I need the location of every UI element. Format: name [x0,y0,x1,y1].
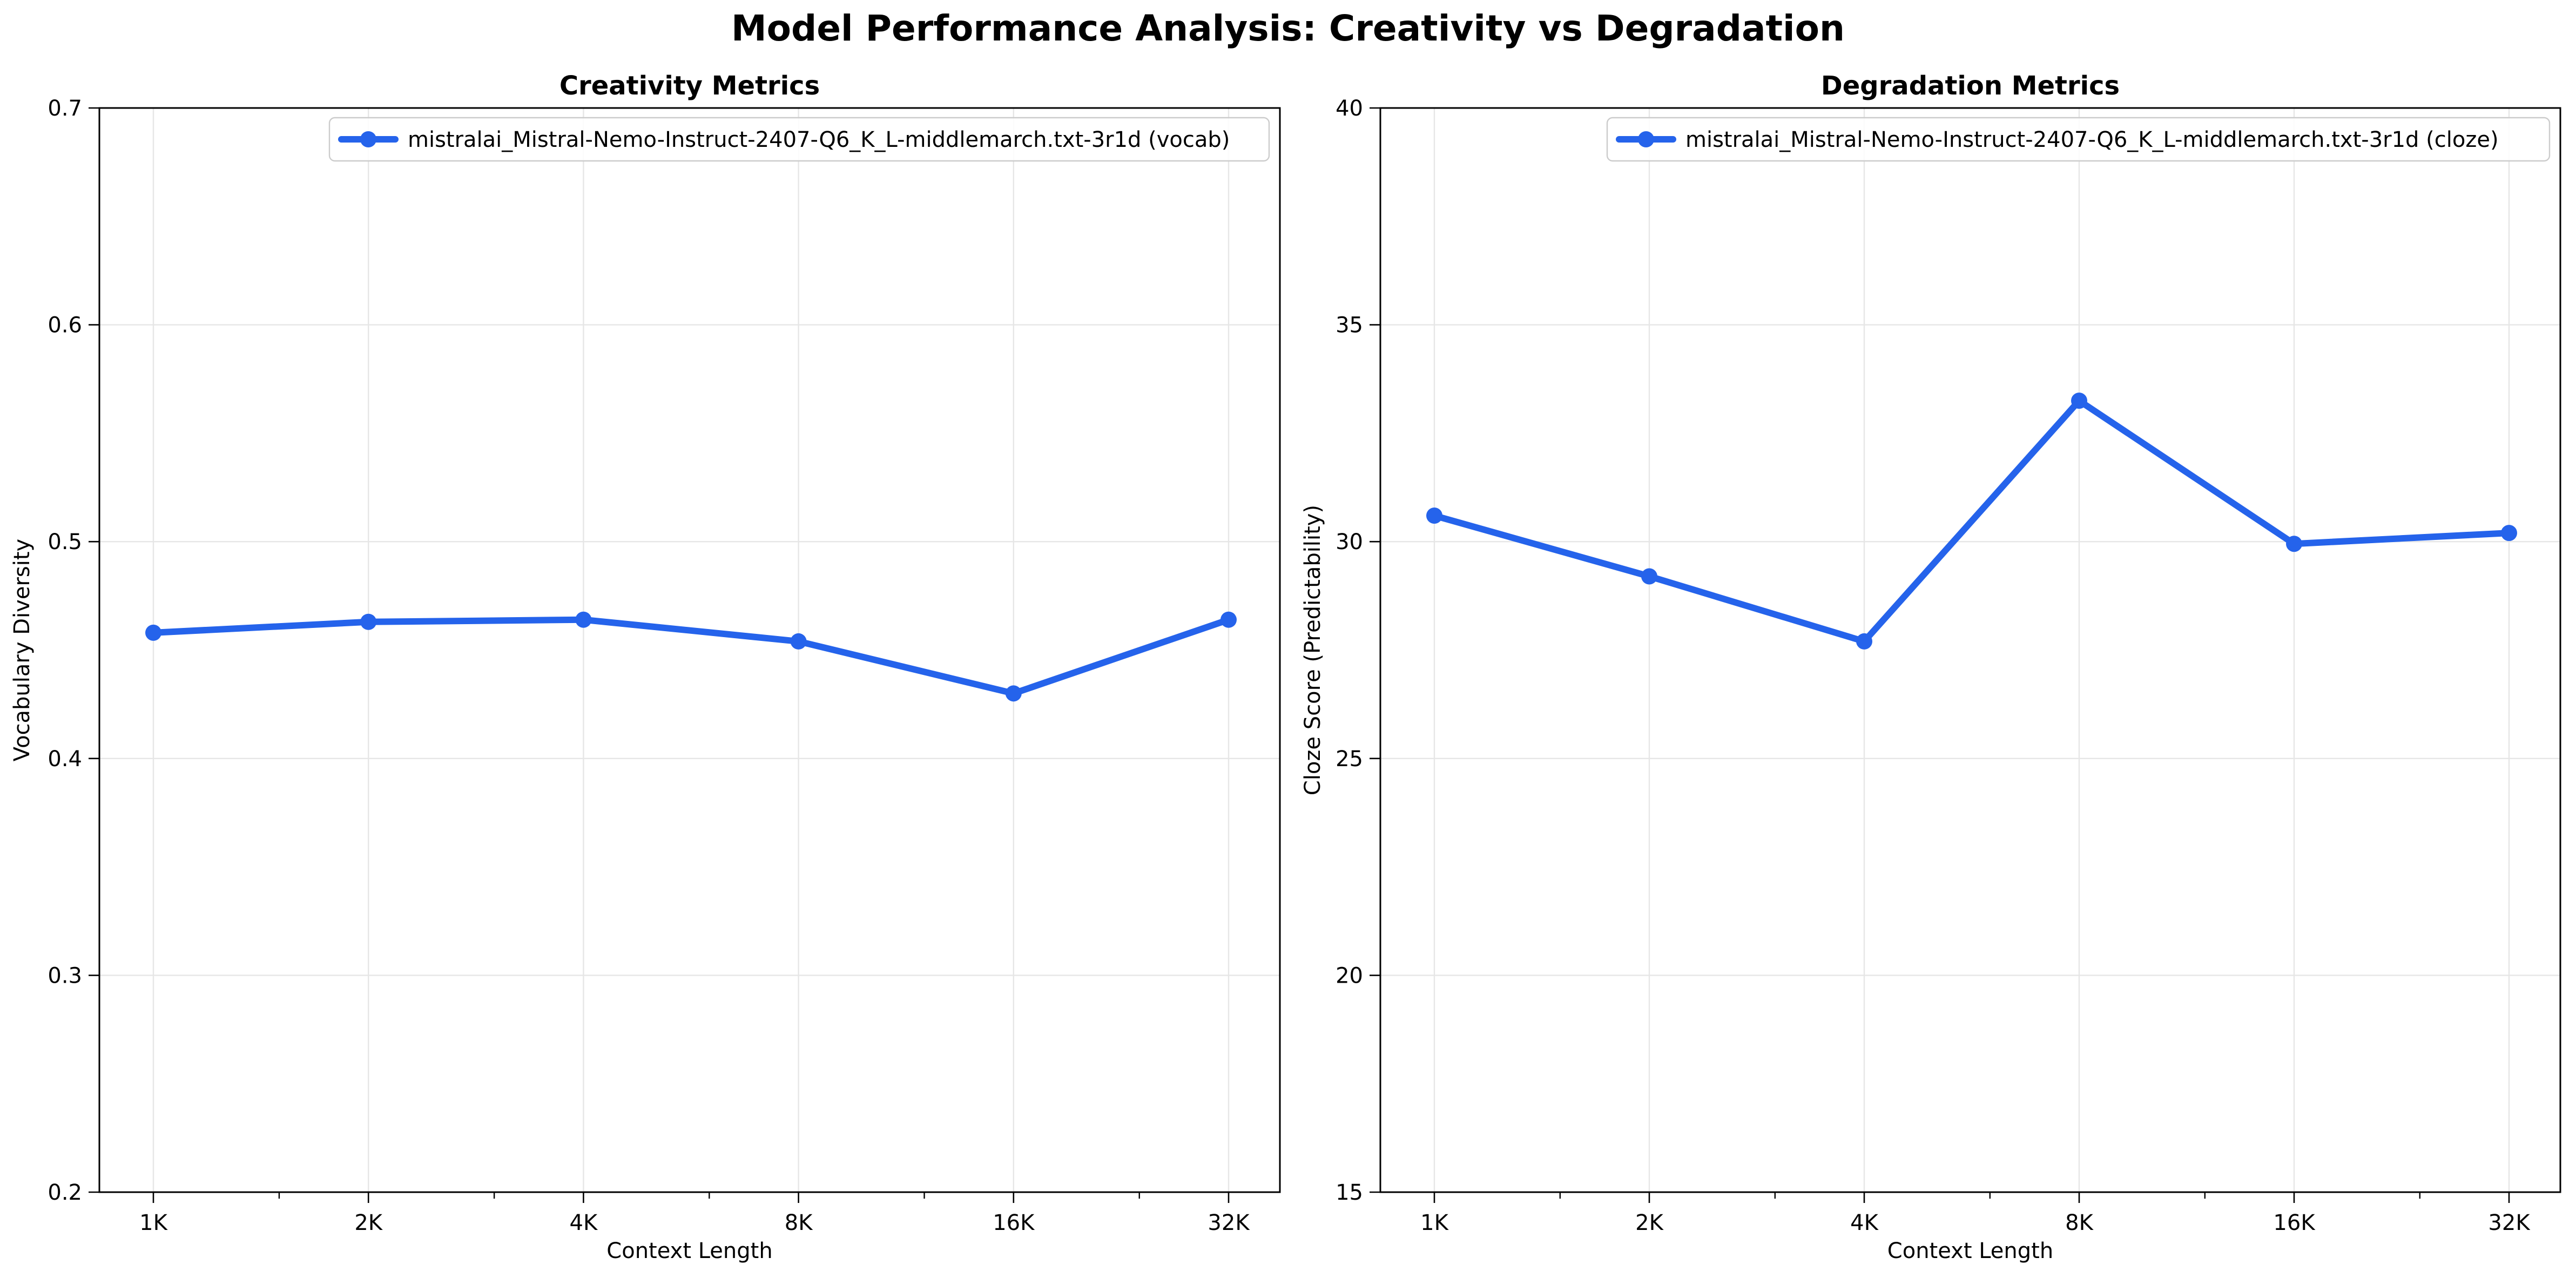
x-tick-label: 4K [570,1211,598,1235]
y-tick-label: 0.7 [48,96,82,121]
x-tick-label: 4K [1850,1211,1879,1235]
data-point [2286,536,2302,552]
x-tick-label: 2K [1635,1211,1664,1235]
data-point [790,633,807,650]
data-point [1220,611,1237,628]
x-tick-label: 8K [2065,1211,2094,1235]
x-tick-label: 32K [1208,1211,1250,1235]
y-axis-label: Vocabulary Diversity [10,539,35,761]
y-tick-label: 20 [1336,963,1363,988]
x-tick-label: 32K [2488,1211,2531,1235]
y-tick-label: 25 [1336,747,1363,772]
y-axis-label: Cloze Score (Predictability) [1300,505,1325,795]
series-line [1431,397,2512,645]
x-axis-label: Context Length [1887,1239,2053,1263]
data-point [1005,685,1022,702]
data-point [145,624,161,641]
degradation-chart: 1K 2K 4K 8K 16K 32K 15 20 25 30 35 40 Degradation Me… [1300,71,2561,1263]
x-tick-label: 1K [1420,1211,1449,1235]
legend-box [1606,117,2551,162]
y-tick-label: 0.6 [48,313,82,338]
data-point [1856,633,1872,650]
x-tick-label: 1K [139,1211,168,1235]
legend-marker [1638,131,1654,147]
creativity-chart: 1K 2K 4K 8K 16K 32K 0.2 0.3 0.4 0.5 0.6 0.7 Creativi… [10,71,1281,1263]
y-tick-label: 30 [1336,530,1363,555]
series-line [150,616,1232,697]
x-tick-label: 16K [993,1211,1035,1235]
chart-title: Degradation Metrics [1821,71,2120,101]
plot-frame [98,107,1281,1193]
data-point [360,613,377,630]
plot-frame [1379,107,2561,1193]
legend-label: mistralai_Mistral-Nemo-Instruct-2407-Q6_… [1685,127,2499,152]
y-tick-label: 0.4 [48,747,82,772]
figure-title: Model Performance Analysis: Creativity v… [731,8,1845,49]
legend-label: mistralai_Mistral-Nemo-Instruct-2407-Q6_… [408,127,1230,152]
y-tick-label: 40 [1336,96,1363,121]
data-point [2501,525,2517,542]
y-tick-label: 15 [1336,1180,1363,1205]
y-tick-label: 35 [1336,313,1363,338]
legend-box [328,117,1270,162]
x-tick-label: 16K [2273,1211,2316,1235]
x-tick-label: 2K [354,1211,383,1235]
data-point [1641,568,1657,585]
y-tick-label: 0.5 [48,530,82,555]
chart-title: Creativity Metrics [559,71,820,101]
y-tick-label: 0.2 [48,1180,82,1205]
y-tick-label: 0.3 [48,963,82,988]
data-point [1426,508,1442,524]
data-point [575,611,592,628]
x-axis-label: Context Length [606,1239,772,1263]
data-point [2071,393,2087,409]
x-tick-label: 8K [785,1211,813,1235]
legend-marker [360,131,376,147]
